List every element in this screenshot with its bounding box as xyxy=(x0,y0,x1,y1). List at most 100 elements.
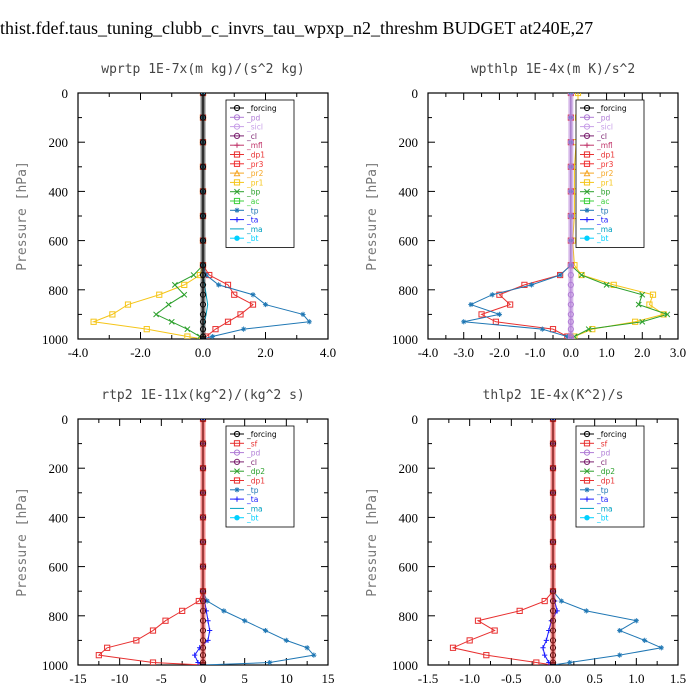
series-dp1-line xyxy=(451,419,554,665)
legend-ta-point xyxy=(234,496,240,502)
y-tick-label: 400 xyxy=(49,510,69,525)
legend-label: _tp xyxy=(596,486,609,495)
legend-label: _pd xyxy=(246,113,261,122)
series-tp-point xyxy=(241,326,247,332)
legend-tp-point xyxy=(234,487,240,493)
y-tick-label: 200 xyxy=(49,135,69,150)
legend-sicl-point xyxy=(233,123,241,130)
series-dp1-point xyxy=(149,659,157,665)
legend-label: _tp xyxy=(246,486,259,495)
series-pr1-point xyxy=(610,281,617,288)
series-ta-point xyxy=(205,618,211,624)
legend-label: _bt xyxy=(246,514,259,523)
panel-title: wprtp 1E-7x(m kg)/(s^2 kg) xyxy=(101,62,305,77)
legend-bt-point xyxy=(234,235,240,241)
series-dp1-point xyxy=(478,311,485,318)
series-dp1-point xyxy=(179,607,186,614)
legend: _forcing_sf_pd_cl_dp2_dp1_tp_ta_ma_bt xyxy=(575,425,645,528)
y-tick-label: 0 xyxy=(412,412,419,427)
y-tick-label: 1000 xyxy=(392,658,418,673)
series-tp-point xyxy=(306,319,312,325)
legend-pr1-point xyxy=(583,179,591,186)
legend-pr3-point xyxy=(233,160,241,167)
y-tick-label: 0 xyxy=(412,86,419,101)
legend-cl-point xyxy=(233,132,241,139)
legend-label: _sf xyxy=(246,439,258,448)
series-tp-point xyxy=(468,301,474,308)
y-tick-label: 600 xyxy=(399,560,419,575)
series-pr1-point xyxy=(578,271,585,279)
legend-dp1-point xyxy=(583,477,591,484)
legend-label: _bt xyxy=(596,514,609,523)
series-tp-point xyxy=(250,292,256,298)
legend: _forcing_pd_sicl_cl_mfl_dp1_pr3_pr2_pr1_… xyxy=(225,99,295,248)
legend-dp1-point xyxy=(583,151,591,158)
series-ta-point xyxy=(205,637,211,643)
series-tp-line xyxy=(463,93,572,339)
x-tick-label: -4.0 xyxy=(68,345,89,360)
series-pr1-point xyxy=(646,301,653,308)
legend-label: _ma xyxy=(246,504,263,513)
series-tp-point xyxy=(216,282,222,288)
y-tick-label: 800 xyxy=(49,283,69,298)
series-dp1-point xyxy=(549,326,557,333)
legend-label: _ma xyxy=(596,225,613,234)
x-tick-label: -5 xyxy=(156,671,167,686)
y-tick-label: 800 xyxy=(399,283,419,298)
series-dp1-line xyxy=(480,93,572,339)
x-tick-label: 3.0 xyxy=(670,345,686,360)
series-tp-point xyxy=(528,282,535,288)
legend-bp-point xyxy=(234,188,240,195)
y-tick-label: 1000 xyxy=(42,658,68,673)
series-tp-point xyxy=(221,608,227,614)
legend-bp-point xyxy=(584,188,590,195)
x-tick-label: 4.0 xyxy=(320,345,336,360)
x-tick-label: -15 xyxy=(69,671,86,686)
x-tick-label: -3.0 xyxy=(453,345,474,360)
legend-label: _pd xyxy=(596,449,611,458)
series-dp1-point xyxy=(162,617,169,624)
series-tp-point xyxy=(242,618,248,624)
series-tp-point xyxy=(489,292,495,298)
legend-pd-point xyxy=(233,449,241,456)
legend-label: _dp1 xyxy=(596,151,615,160)
legend-label: _dp2 xyxy=(246,467,265,476)
series-pr1-point xyxy=(90,318,97,325)
series-dp1-point xyxy=(496,291,503,298)
legend-ac-point xyxy=(233,197,241,205)
legend-label: _pr1 xyxy=(596,178,614,187)
legend-label: _pr2 xyxy=(246,169,264,178)
legend-label: _pd xyxy=(596,113,611,122)
legend-bt-point xyxy=(584,515,590,521)
legend-dp2-point xyxy=(234,468,240,475)
legend-pr1-point xyxy=(233,179,241,186)
series-dp1-point xyxy=(224,318,232,325)
series-ta-point xyxy=(207,627,213,634)
series-ta-point xyxy=(540,645,546,651)
legend-ac-point xyxy=(583,197,591,205)
legend-ta-point xyxy=(234,217,240,223)
series-pr1-point xyxy=(184,333,191,339)
series-bp-point xyxy=(635,301,642,308)
series-pr1-point xyxy=(632,318,639,325)
series-bp-point xyxy=(171,281,178,288)
y-tick-label: 800 xyxy=(49,609,69,624)
series-dp1-point xyxy=(104,644,111,651)
zero-bundle xyxy=(200,94,206,338)
x-tick-label: 15 xyxy=(322,671,335,686)
legend-pd-point xyxy=(583,449,591,456)
series-pr1-point xyxy=(109,311,116,318)
series-bp-point xyxy=(639,291,646,298)
series-tp-point xyxy=(539,326,545,332)
x-tick-label: -2.0 xyxy=(489,345,510,360)
legend-cl-point xyxy=(233,458,241,465)
series-tp-point xyxy=(311,652,317,658)
legend-box xyxy=(225,99,295,248)
series-dp1-point xyxy=(483,652,490,659)
legend-mfl-point xyxy=(584,142,590,148)
legend-label: _cl xyxy=(596,132,607,141)
series-bp-line xyxy=(155,93,204,339)
legend-label: _pr3 xyxy=(596,160,614,169)
legend-tp-point xyxy=(234,207,240,213)
x-tick-label: 1.5 xyxy=(670,671,686,686)
